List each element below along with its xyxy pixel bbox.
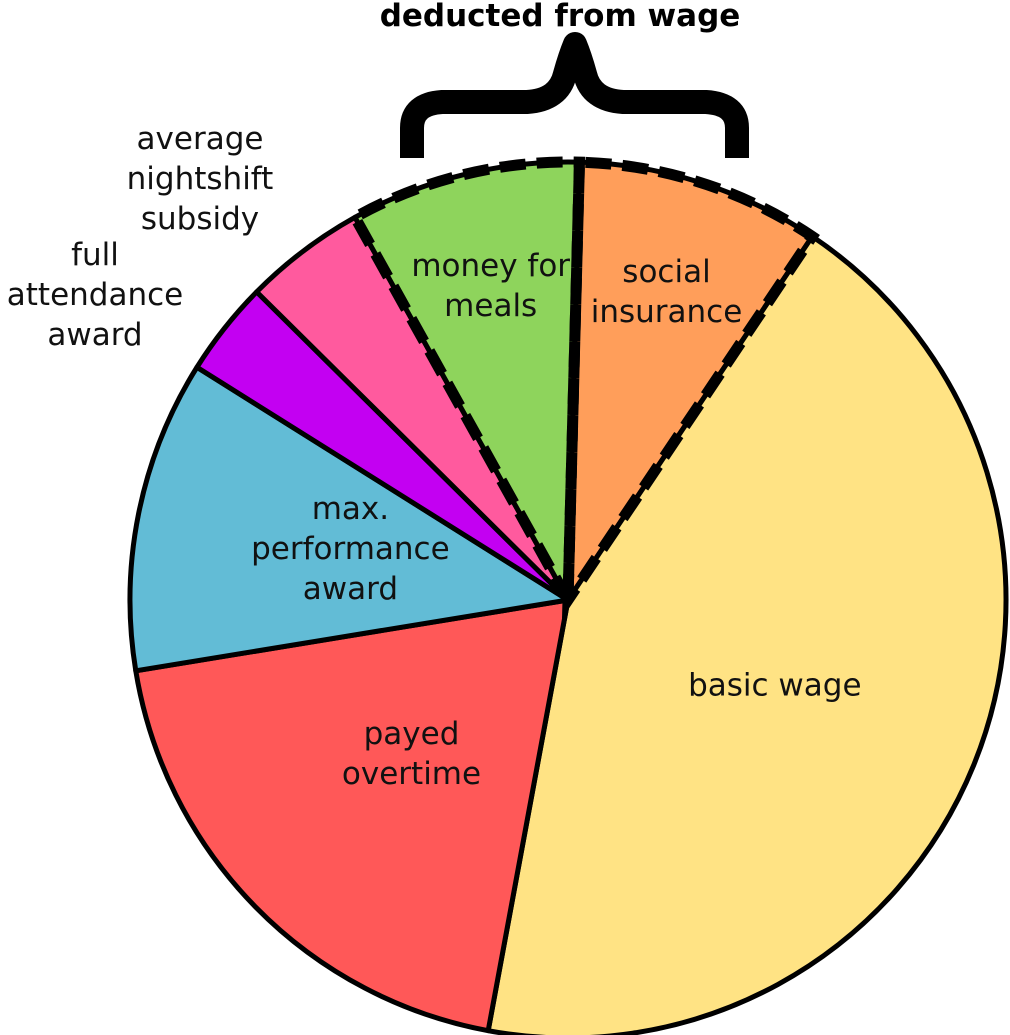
slice-label-money-for-meals: money for meals bbox=[411, 248, 570, 324]
slice-label-line: overtime bbox=[342, 756, 481, 792]
slice-label-basic-wage: basic wage bbox=[688, 667, 861, 703]
bracket-label: deducted from wage bbox=[380, 0, 741, 34]
slice-label-payed-overtime: payed overtime bbox=[342, 716, 481, 792]
slice-label-line: award bbox=[47, 317, 142, 353]
slice-label-line: award bbox=[303, 571, 398, 607]
slice-label-line: max. bbox=[312, 491, 389, 527]
slice-labels: social insurance basic wage payed overtime ma… bbox=[7, 121, 862, 792]
slice-label-line: attendance bbox=[7, 277, 183, 313]
slice-label-line: payed bbox=[364, 716, 460, 752]
slice-label-line: meals bbox=[444, 288, 537, 324]
pie-slice-max-performance-award bbox=[127, 364, 571, 674]
pie-slice-payed-overtime bbox=[133, 597, 571, 1034]
slice-label-line: insurance bbox=[591, 294, 743, 330]
deducted-slice-outline bbox=[562, 156, 820, 619]
slice-label-max-performance-award: max. performance award bbox=[251, 491, 450, 607]
slice-label-line: subsidy bbox=[141, 201, 259, 237]
deducted-bracket: deducted from wage bbox=[380, 0, 749, 158]
slice-label-line: nightshift bbox=[127, 161, 274, 197]
slice-label-line: average bbox=[137, 121, 264, 157]
slice-label-line: full bbox=[71, 237, 119, 273]
slice-label-line: basic wage bbox=[688, 667, 861, 703]
pie-slices bbox=[127, 159, 1009, 1035]
deducted-slice-outline bbox=[347, 156, 586, 621]
slice-label-full-attendance-award: full attendance award bbox=[7, 237, 183, 353]
slice-label-average-nightshift-subsidy: average nightshift subsidy bbox=[127, 121, 274, 237]
curly-brace-icon bbox=[400, 32, 749, 158]
deducted-outline bbox=[347, 156, 820, 621]
slice-label-line: social bbox=[622, 254, 710, 290]
slice-label-line: performance bbox=[251, 531, 450, 567]
slice-label-social-insurance: social insurance bbox=[591, 254, 743, 330]
slice-label-line: money for bbox=[411, 248, 570, 284]
pie-slice-basic-wage bbox=[485, 233, 1009, 1035]
